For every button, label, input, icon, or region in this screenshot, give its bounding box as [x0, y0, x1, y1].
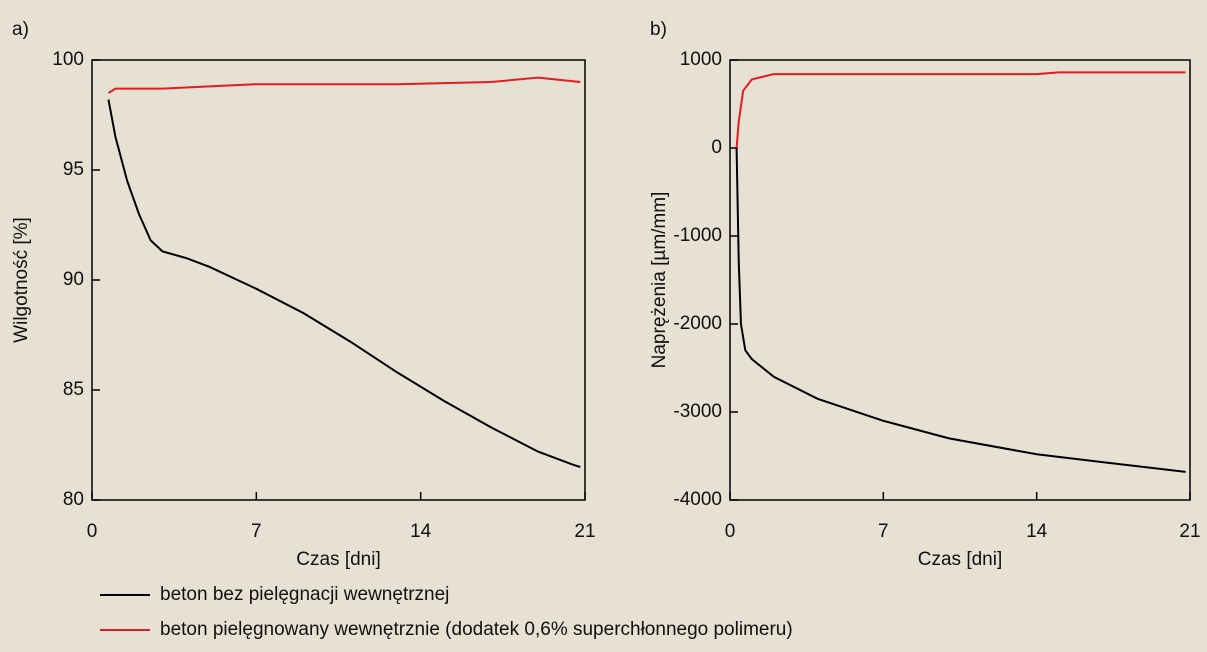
x-tick-label: 21 — [574, 521, 595, 542]
figure: 80859095100071421a)Czas [dni]Wilgotność … — [0, 0, 1207, 652]
y-tick-label: 0 — [711, 137, 722, 158]
x-axis-label: Czas [dni] — [296, 549, 380, 570]
y-tick-label: 95 — [63, 159, 84, 180]
x-tick-label: 7 — [878, 521, 889, 542]
legend-label: beton bez pielęgnacji wewnętrznej — [160, 584, 449, 605]
x-tick-label: 14 — [410, 521, 432, 542]
data-line — [108, 78, 580, 93]
data-line — [737, 72, 1186, 148]
data-line — [108, 100, 580, 467]
y-tick-label: -3000 — [673, 401, 722, 422]
panel-label: b) — [650, 19, 667, 40]
y-tick-label: 100 — [52, 49, 84, 70]
data-line — [737, 148, 1186, 472]
panel-label: a) — [12, 19, 29, 40]
y-tick-label: 85 — [63, 379, 84, 400]
y-tick-label: -4000 — [673, 489, 722, 510]
plot-frame — [730, 60, 1190, 500]
x-axis-label: Czas [dni] — [918, 549, 1002, 570]
x-tick-label: 21 — [1179, 521, 1200, 542]
x-tick-label: 0 — [87, 521, 98, 542]
y-tick-label: -1000 — [673, 225, 722, 246]
y-tick-label: -2000 — [673, 313, 722, 334]
x-tick-label: 14 — [1026, 521, 1048, 542]
plot-frame — [92, 60, 585, 500]
y-tick-label: 90 — [63, 269, 84, 290]
y-tick-label: 80 — [63, 489, 84, 510]
y-axis-label: Naprężenia [µm/mm] — [649, 192, 670, 369]
y-axis-label: Wilgotność [%] — [11, 217, 32, 343]
legend-label: beton pielęgnowany wewnętrznie (dodatek … — [160, 619, 793, 640]
y-tick-label: 1000 — [680, 49, 722, 70]
x-tick-label: 0 — [725, 521, 736, 542]
x-tick-label: 7 — [251, 521, 262, 542]
